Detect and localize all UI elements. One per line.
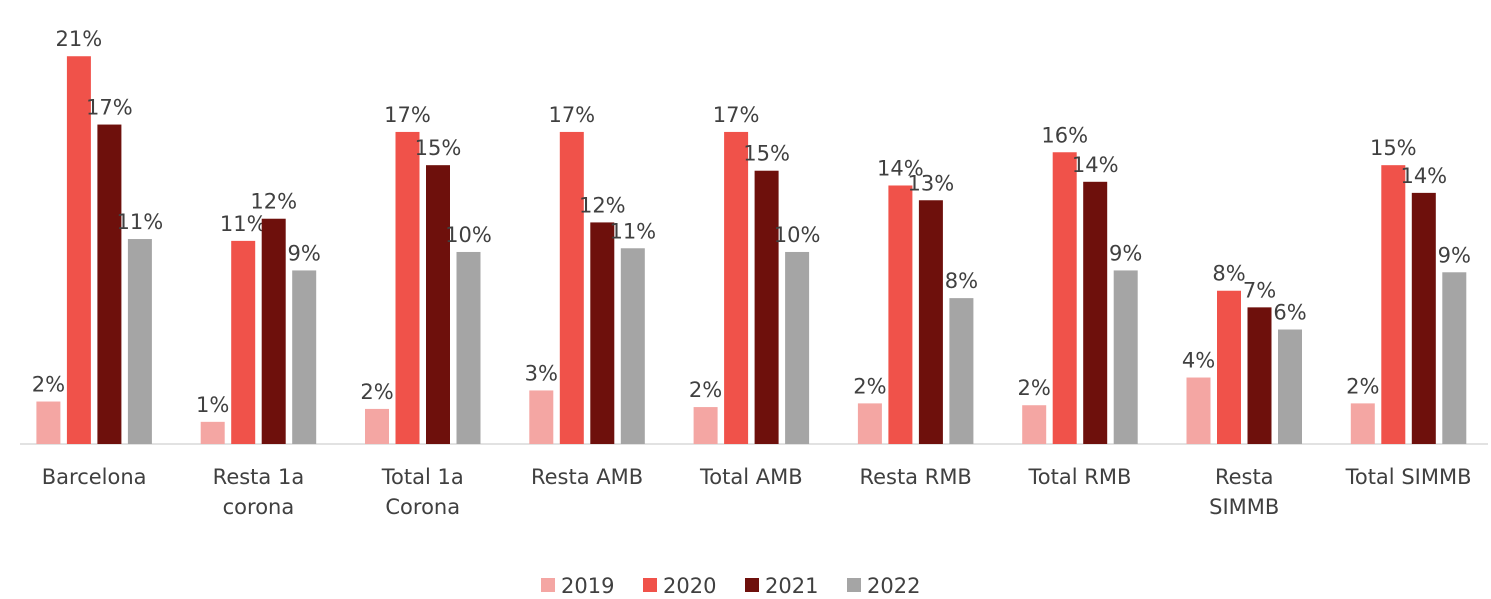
bar [1186,377,1211,444]
bar [127,239,152,444]
x-tick-label: Resta 1a corona [212,465,305,519]
data-label: 2% [689,378,722,402]
bar [949,298,974,444]
x-tick-label: Resta AMB [530,465,644,489]
data-label: 2% [360,380,393,404]
data-label: 16% [1041,123,1088,147]
bar [693,407,718,444]
bar [292,270,317,444]
data-label: 7% [1243,278,1276,302]
bar [1022,405,1047,444]
legend-swatch [745,578,759,592]
legend-label: 2020 [663,574,716,598]
data-label: 10% [445,223,492,247]
x-tick-label: Total AMB [700,465,803,489]
bar [231,240,256,444]
bar [785,251,810,444]
data-label: 9% [1109,241,1142,265]
data-label: 12% [579,193,626,217]
bar [261,218,286,444]
bar [426,165,450,444]
data-label: 8% [1212,262,1245,286]
data-label: 17% [384,103,431,127]
data-label: 10% [774,223,821,247]
bar [1442,272,1467,444]
data-label: 11% [117,210,164,234]
legend-label: 2021 [765,574,818,598]
bar [1350,403,1375,444]
data-label: 6% [1273,301,1306,325]
x-tick-label: Resta SIMMB [1209,465,1280,519]
bar [1278,329,1302,444]
bar [365,408,389,444]
bar [724,131,749,445]
data-label: 9% [288,241,321,265]
data-label: 3% [525,361,558,385]
data-label: 2% [1346,374,1379,398]
bar [1052,152,1077,444]
data-label: 13% [908,171,955,195]
data-label: 2% [1018,376,1051,400]
legend-swatch [541,578,555,592]
data-label: 14% [877,156,924,180]
x-tick-label: Total 1a Corona [381,465,464,519]
data-label: 11% [220,212,267,236]
x-tick-label: Total SIMMB [1345,465,1472,489]
legend-label: 2019 [561,574,614,598]
data-label: 17% [713,103,760,127]
x-tick-label: Total RMB [1028,465,1132,489]
bar [1083,181,1108,444]
data-label: 1% [196,393,229,417]
bar [97,124,122,444]
bar [559,131,584,445]
bar [66,56,91,445]
data-label: 2% [32,373,65,397]
data-label: 14% [1400,164,1447,188]
x-tick-label: Barcelona [41,465,147,489]
legend-swatch [847,578,861,592]
data-label: 15% [743,142,790,166]
bar [456,251,481,444]
data-label: 17% [86,96,133,120]
bar [1411,192,1436,444]
data-label: 21% [56,27,103,51]
data-label: 14% [1072,153,1119,177]
bar [888,185,913,444]
data-label: 2% [853,374,886,398]
legend-label: 2022 [867,574,920,598]
legend-swatch [643,578,657,592]
x-tick-label: Resta RMB [859,465,972,489]
bar [590,222,615,444]
data-label: 15% [1370,136,1417,160]
bar [1113,270,1138,444]
bar [1247,307,1272,444]
bar [754,170,779,444]
bar [1217,290,1241,444]
data-label: 4% [1182,349,1215,373]
bar [1381,165,1406,444]
bar [857,403,882,444]
data-label: 9% [1438,243,1471,267]
bar [395,131,420,445]
bar [36,401,61,444]
bar [620,248,645,444]
bar [918,200,943,444]
data-label: 15% [415,136,462,160]
bar [529,390,554,444]
data-label: 8% [945,269,978,293]
bar [200,421,225,444]
data-label: 17% [548,103,595,127]
data-label: 12% [250,190,297,214]
data-label: 11% [609,219,656,243]
